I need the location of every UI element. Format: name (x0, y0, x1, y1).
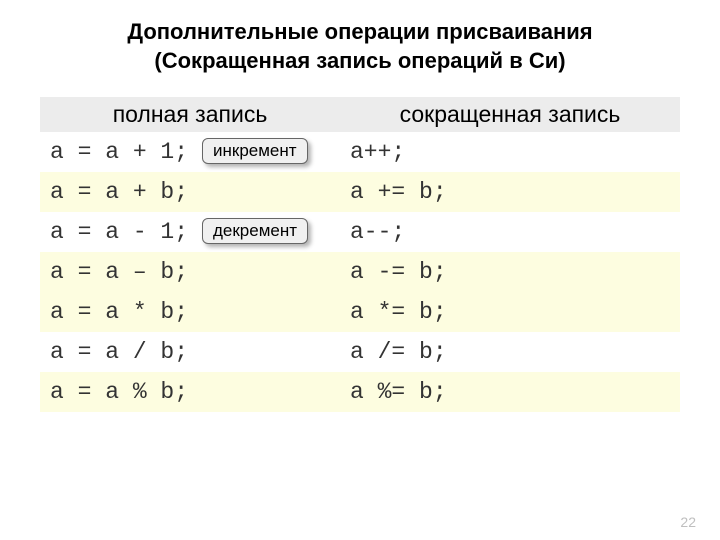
cell-short: a++; (340, 132, 680, 172)
cell-short: a /= b; (340, 332, 680, 372)
table-row: a = a – b; a -= b; (40, 252, 680, 292)
table-row: a = a / b; a /= b; (40, 332, 680, 372)
table-row: a = a * b; a *= b; (40, 292, 680, 332)
operations-table: полная запись сокращенная запись a = a +… (40, 97, 680, 412)
table-row: a = a + 1; инкремент a++; (40, 132, 680, 172)
cell-short: a -= b; (340, 252, 680, 292)
table-row: a = a % b; a %= b; (40, 372, 680, 412)
cell-short: a %= b; (340, 372, 680, 412)
cell-full: a = a - 1; декремент (40, 212, 340, 252)
cell-short: a *= b; (340, 292, 680, 332)
increment-tag: инкремент (202, 138, 308, 164)
title-line-2: (Сокращенная запись операций в Си) (154, 48, 565, 73)
page-number: 22 (680, 514, 696, 530)
cell-full: a = a + 1; инкремент (40, 132, 340, 172)
cell-short: a--; (340, 212, 680, 252)
table-row: a = a - 1; декремент a--; (40, 212, 680, 252)
cell-full: a = a / b; (40, 332, 340, 372)
title-line-1: Дополнительные операции присваивания (127, 19, 592, 44)
header-short: сокращенная запись (340, 97, 680, 132)
cell-full: a = a + b; (40, 172, 340, 212)
table-header-row: полная запись сокращенная запись (40, 97, 680, 132)
table-row: a = a + b; a += b; (40, 172, 680, 212)
slide-title: Дополнительные операции присваивания (Со… (0, 0, 720, 83)
cell-full: a = a * b; (40, 292, 340, 332)
code-full: a = a + 1; (50, 139, 188, 165)
cell-full: a = a % b; (40, 372, 340, 412)
cell-full: a = a – b; (40, 252, 340, 292)
decrement-tag: декремент (202, 218, 308, 244)
code-full: a = a - 1; (50, 219, 188, 245)
cell-short: a += b; (340, 172, 680, 212)
header-full: полная запись (40, 97, 340, 132)
